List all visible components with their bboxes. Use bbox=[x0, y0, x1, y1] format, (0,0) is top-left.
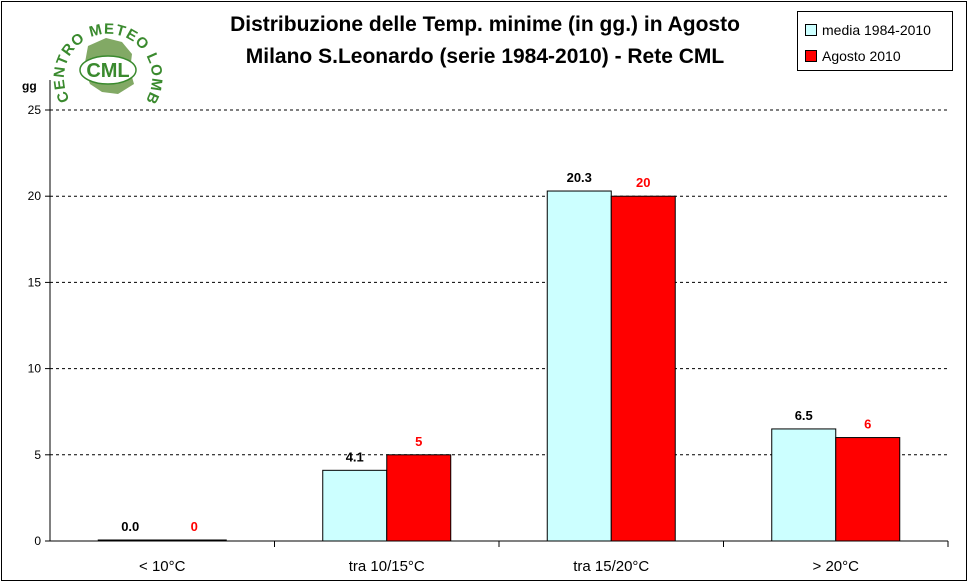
data-label-media: 0.0 bbox=[121, 519, 139, 534]
y-axis-label: gg bbox=[22, 79, 37, 93]
legend-item-agosto: Agosto 2010 bbox=[805, 46, 901, 66]
data-label-media: 6.5 bbox=[795, 408, 813, 423]
bar-media bbox=[771, 428, 837, 542]
bar-agosto bbox=[161, 539, 227, 542]
bar-agosto bbox=[386, 454, 452, 542]
data-label-agosto: 0 bbox=[191, 519, 198, 534]
y-tick-label: 0 bbox=[34, 534, 41, 548]
y-tick-label: 20 bbox=[28, 189, 42, 203]
legend-swatch-media bbox=[805, 24, 817, 36]
y-tick-label: 10 bbox=[28, 362, 42, 376]
data-label-agosto: 5 bbox=[415, 434, 422, 449]
x-tick-label: > 20°C bbox=[813, 558, 860, 575]
bar-agosto bbox=[835, 437, 901, 542]
data-label-agosto: 6 bbox=[864, 417, 871, 432]
legend-item-media: media 1984-2010 bbox=[805, 20, 931, 40]
x-tick-label: tra 10/15°C bbox=[349, 558, 425, 575]
chart-title-line2: Milano S.Leonardo (serie 1984-2010) - Re… bbox=[245, 45, 725, 68]
x-tick-label: < 10°C bbox=[139, 558, 186, 575]
legend-label-media: media 1984-2010 bbox=[822, 22, 931, 38]
x-tick-label: tra 15/20°C bbox=[573, 558, 649, 575]
bar-agosto bbox=[610, 195, 676, 542]
data-label-agosto: 20 bbox=[636, 175, 650, 190]
bar-media bbox=[322, 469, 388, 542]
data-label-media: 20.3 bbox=[567, 170, 592, 185]
y-tick-label: 15 bbox=[28, 275, 42, 289]
logo-center-text: CML bbox=[86, 60, 129, 82]
bar-media bbox=[546, 190, 612, 542]
legend-label-agosto: Agosto 2010 bbox=[822, 48, 901, 64]
y-tick-label: 5 bbox=[34, 448, 41, 462]
chart-title-line1: Distribuzione delle Temp. minime (in gg.… bbox=[230, 13, 740, 36]
chart-legend: media 1984-2010 Agosto 2010 bbox=[797, 11, 953, 71]
cml-logo: CENTRO METEO LOMBARDO CML bbox=[42, 0, 168, 128]
data-label-media: 4.1 bbox=[346, 449, 364, 464]
y-tick-label: 25 bbox=[28, 103, 42, 117]
bar-media bbox=[97, 539, 163, 542]
legend-swatch-agosto bbox=[805, 50, 817, 62]
